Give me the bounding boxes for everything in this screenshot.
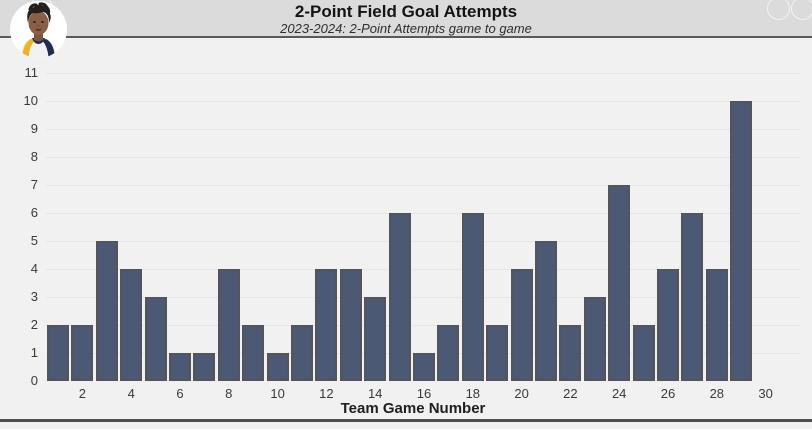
chart-header: 2-Point Field Goal Attempts 2023-2024: 2…: [0, 0, 812, 38]
y-tick-label: 3: [30, 289, 38, 304]
x-tick-label: 28: [709, 386, 725, 401]
x-tick-label: 16: [416, 386, 432, 401]
y-tick-label: 10: [23, 93, 38, 108]
bar-game-18[interactable]: [461, 213, 484, 381]
y-tick-label: 9: [30, 121, 38, 136]
bar-game-11[interactable]: [291, 325, 313, 381]
x-tick-label: 20: [514, 386, 529, 401]
bar-game-14[interactable]: [364, 297, 387, 381]
x-tick-label: 4: [127, 386, 135, 401]
bar-game-25[interactable]: [632, 325, 655, 381]
y-tick-label: 8: [30, 149, 38, 164]
x-tick-label: 30: [758, 386, 773, 401]
gridline: [46, 241, 800, 242]
bar-game-1[interactable]: [47, 325, 69, 381]
y-tick-label: 4: [30, 261, 38, 276]
bar-game-20[interactable]: [510, 269, 533, 381]
bar-game-28[interactable]: [705, 269, 728, 381]
x-axis-title: Team Game Number: [340, 400, 486, 417]
x-tick-label: 10: [270, 386, 285, 401]
bar-game-17[interactable]: [437, 325, 460, 381]
decor-circle: [767, 0, 790, 20]
y-tick-label: 2: [30, 317, 38, 332]
bar-game-12[interactable]: [315, 269, 338, 381]
gridline: [46, 101, 800, 102]
bar-game-15[interactable]: [388, 213, 411, 381]
gridline: [46, 129, 800, 130]
bar-game-3[interactable]: [95, 241, 118, 381]
bar-game-7[interactable]: [193, 353, 216, 381]
gridline: [46, 269, 800, 270]
chart-subtitle: 2023-2024: 2-Point Attempts game to game: [280, 21, 532, 36]
gridline: [46, 325, 800, 326]
bar-game-16[interactable]: [413, 353, 435, 381]
gridline: [46, 213, 800, 214]
x-tick-label: 24: [611, 386, 627, 401]
bottom-rule: [0, 419, 812, 422]
chart-title: 2-Point Field Goal Attempts: [294, 2, 518, 21]
gridline: [46, 73, 800, 74]
bar-game-23[interactable]: [583, 297, 606, 381]
x-tick-label: 14: [367, 386, 383, 401]
y-tick-label: 7: [30, 177, 38, 192]
player-headshot-image: [10, 1, 67, 58]
bar-game-19[interactable]: [486, 325, 509, 381]
x-tick-label: 8: [225, 386, 233, 401]
player-avatar: [10, 1, 67, 58]
decor-circle: [791, 0, 812, 20]
bar-game-26[interactable]: [657, 269, 679, 381]
bar-game-22[interactable]: [559, 325, 582, 381]
gridline: [46, 297, 800, 298]
y-tick-label: 5: [30, 233, 38, 248]
y-tick-label: 0: [30, 373, 38, 388]
bar-game-29[interactable]: [730, 101, 753, 381]
x-tick-label: 18: [465, 386, 481, 401]
x-tick-label: 12: [319, 386, 334, 401]
y-tick-label: 11: [24, 65, 39, 80]
bar-game-10[interactable]: [266, 353, 289, 381]
bar-game-27[interactable]: [681, 213, 704, 381]
y-tick-label: 1: [30, 345, 38, 360]
bar-game-6[interactable]: [169, 353, 191, 381]
gridline: [46, 157, 800, 158]
bar-game-24[interactable]: [608, 185, 631, 381]
bar-game-13[interactable]: [339, 269, 362, 381]
y-tick-label: 6: [30, 205, 38, 220]
x-tick-label: 26: [660, 386, 676, 401]
bar-game-4[interactable]: [120, 269, 143, 381]
gridline: [46, 185, 800, 186]
x-tick-label: 2: [78, 386, 86, 401]
header-text: 2-Point Field Goal Attempts 2023-2024: 2…: [0, 2, 812, 36]
x-tick-label: 6: [176, 386, 184, 401]
bar-game-5[interactable]: [144, 297, 167, 381]
bar-game-2[interactable]: [71, 325, 94, 381]
bar-game-21[interactable]: [535, 241, 557, 381]
bar-game-8[interactable]: [217, 269, 240, 381]
x-tick-label: 22: [563, 386, 578, 401]
bar-game-9[interactable]: [242, 325, 265, 381]
